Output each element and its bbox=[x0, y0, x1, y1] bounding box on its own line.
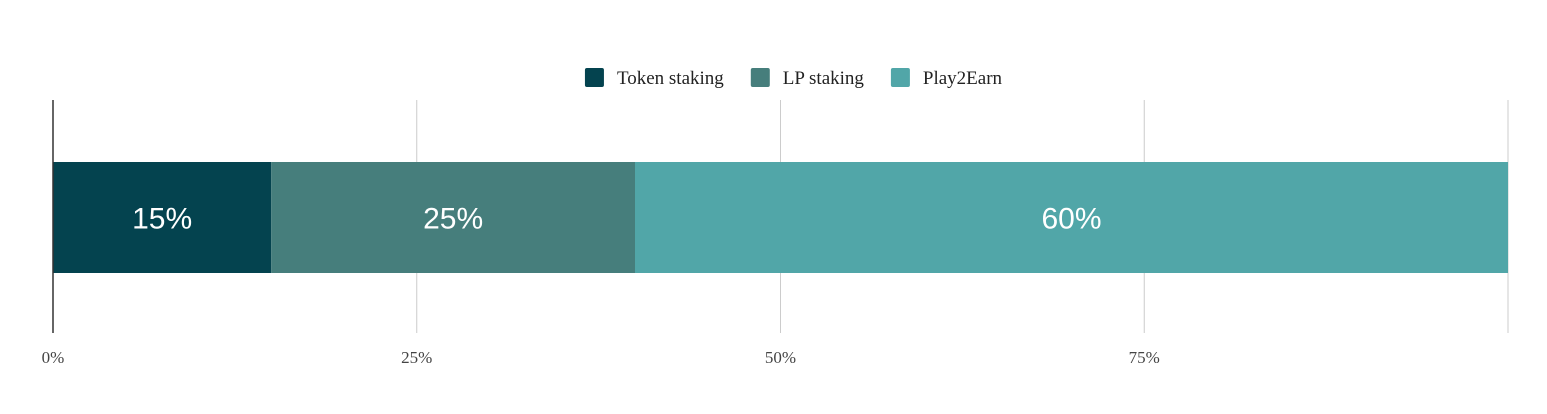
legend-item: LP staking bbox=[750, 68, 865, 89]
legend-label: Token staking bbox=[617, 68, 724, 89]
data-label: 25% bbox=[423, 203, 483, 236]
legend-swatch bbox=[584, 68, 604, 87]
legend-item: Play2Earn bbox=[890, 68, 1003, 89]
data-label: 15% bbox=[132, 203, 192, 236]
data-label: 60% bbox=[1041, 203, 1101, 236]
bar-segment bbox=[635, 162, 1508, 273]
data-labels: 15% 25% 60% bbox=[132, 203, 1101, 236]
legend-label: Play2Earn bbox=[923, 68, 1003, 89]
x-tick-label: 50% bbox=[765, 348, 796, 367]
x-tick-label: 0% bbox=[42, 348, 65, 367]
x-tick-label: 25% bbox=[401, 348, 432, 367]
legend-item: Token staking bbox=[584, 68, 724, 89]
legend-swatch bbox=[890, 68, 910, 87]
bar-segments bbox=[53, 162, 1508, 273]
legend-swatch bbox=[750, 68, 770, 87]
bar-segment bbox=[271, 162, 635, 273]
x-axis: 0% 25% 50% 75% bbox=[42, 100, 1160, 367]
legend: Token staking LP staking Play2Earn bbox=[584, 68, 1003, 89]
legend-label: LP staking bbox=[783, 68, 865, 89]
bar-segment bbox=[53, 162, 272, 273]
x-tick-label: 75% bbox=[1129, 348, 1160, 367]
